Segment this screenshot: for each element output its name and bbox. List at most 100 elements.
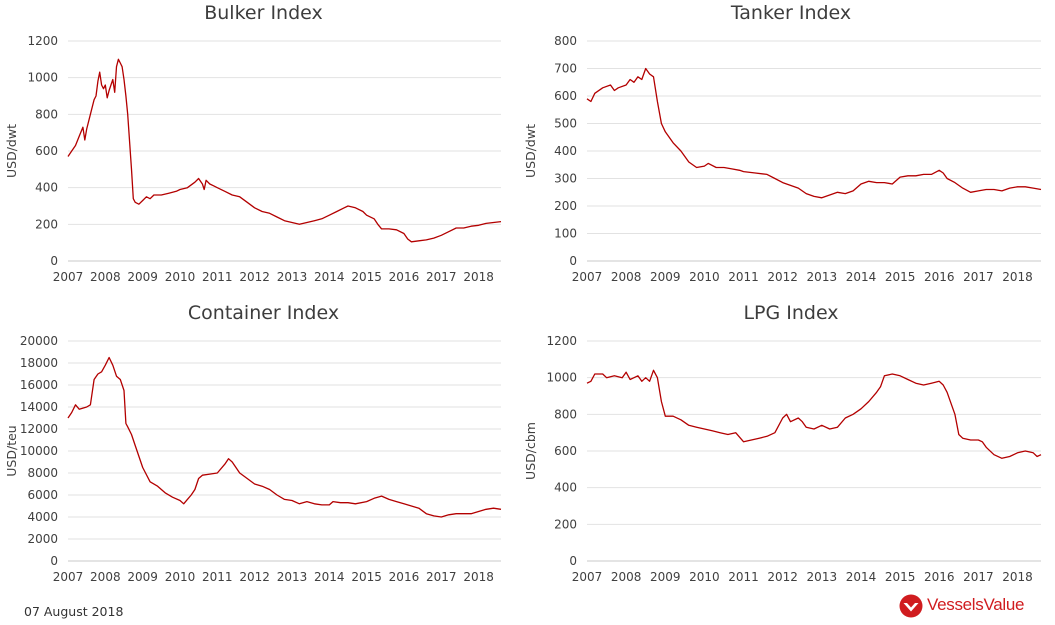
- x-tick-label: 2011: [202, 270, 233, 284]
- brand-logo: VesselsValue: [899, 591, 1044, 621]
- y-tick-label: 800: [554, 34, 577, 48]
- x-tick-label: 2007: [53, 570, 84, 584]
- x-tick-label: 2010: [689, 270, 720, 284]
- chart-svg-tanker: 0 100 200 300 400 500 600 700 800 2007 2008 2009 201…: [523, 34, 1042, 284]
- chart-panel-container: Container Index 0 2000 4000 6000 8000 10000 12…: [0, 300, 527, 600]
- y-tick-label: 400: [554, 144, 577, 158]
- chart-svg-bulker: 0 200 400 600 800 1000 1200 2007 2008 2009 2010 201…: [4, 34, 502, 284]
- y-axis-title: USD/cbm: [523, 422, 538, 480]
- y-tick-label: 300: [554, 172, 577, 186]
- x-tick-label: 2016: [389, 570, 420, 584]
- x-tick-label: 2007: [572, 270, 603, 284]
- x-tick-label: 2010: [689, 570, 720, 584]
- series-line: [586, 369, 1042, 459]
- x-tick-label: 2015: [885, 570, 916, 584]
- x-tick-label: 2013: [807, 570, 838, 584]
- x-tick-label: 2010: [165, 570, 196, 584]
- y-tick-label: 600: [554, 89, 577, 103]
- x-tick-label: 2007: [53, 270, 84, 284]
- y-tick-label: 800: [35, 107, 58, 121]
- y-tick-label: 16000: [20, 378, 58, 392]
- x-tick-label: 2009: [127, 570, 158, 584]
- x-tick-label: 2012: [767, 270, 798, 284]
- x-tick-label: 2017: [426, 270, 457, 284]
- y-tick-label: 700: [554, 62, 577, 76]
- y-tick-label: 400: [554, 481, 577, 495]
- y-tick-label: 500: [554, 117, 577, 131]
- chart-title: Container Index: [187, 302, 340, 324]
- x-tick-label: 2008: [90, 270, 121, 284]
- y-tick-label: 10000: [20, 444, 58, 458]
- x-tick-label: 2012: [239, 570, 270, 584]
- x-tick-label: 2008: [90, 570, 121, 584]
- x-tick-label: 2014: [314, 570, 345, 584]
- y-tick-label: 200: [554, 199, 577, 213]
- y-tick-label: 800: [554, 407, 577, 421]
- y-tick-label: 18000: [20, 356, 58, 370]
- x-tick-label: 2014: [314, 270, 345, 284]
- y-tick-label: 1200: [27, 34, 58, 48]
- x-tick-label: 2015: [351, 270, 382, 284]
- x-tick-label: 2016: [389, 270, 420, 284]
- chart-panel-bulker: Bulker Index 0 200 400 600 800 1000 1200 2007 20…: [0, 0, 527, 300]
- series-line: [586, 67, 1042, 199]
- chart-panel-lpg: LPG Index 0 200 400 600 800 1000 1200 2007 2008 2…: [523, 300, 1055, 600]
- y-tick-label: 1000: [27, 71, 58, 85]
- y-tick-label: 0: [569, 554, 577, 568]
- x-tick-label: 2017: [963, 270, 994, 284]
- x-tick-label: 2012: [767, 570, 798, 584]
- x-tick-label: 2014: [846, 570, 877, 584]
- x-tick-label: 2015: [885, 270, 916, 284]
- x-tick-label: 2009: [127, 270, 158, 284]
- x-tick-label: 2012: [239, 270, 270, 284]
- y-tick-label: 2000: [27, 532, 58, 546]
- x-tick-label: 2011: [728, 270, 759, 284]
- y-tick-label: 6000: [27, 488, 58, 502]
- chart-title: Tanker Index: [730, 2, 852, 24]
- y-tick-label: 12000: [20, 422, 58, 436]
- x-tick-label: 2009: [650, 570, 681, 584]
- y-axis-title: USD/dwt: [523, 124, 538, 178]
- chart-svg-container: 0 2000 4000 6000 8000 10000 12000 14000 16000 180…: [4, 334, 502, 584]
- x-tick-label: 2010: [165, 270, 196, 284]
- x-tick-label: 2017: [426, 570, 457, 584]
- series-line: [67, 58, 502, 243]
- y-tick-label: 4000: [27, 510, 58, 524]
- x-tick-label: 2011: [202, 570, 233, 584]
- y-tick-label: 200: [554, 517, 577, 531]
- x-tick-label: 2013: [807, 270, 838, 284]
- y-tick-label: 0: [50, 554, 58, 568]
- y-tick-label: 0: [50, 254, 58, 268]
- x-tick-label: 2018: [463, 570, 494, 584]
- chart-panel-tanker: Tanker Index 0 100 200 300 400 500 600 700 800 20…: [523, 0, 1055, 300]
- y-tick-label: 14000: [20, 400, 58, 414]
- chart-title: Bulker Index: [204, 2, 323, 24]
- y-tick-label: 0: [569, 254, 577, 268]
- x-tick-label: 2008: [611, 570, 642, 584]
- x-tick-label: 2016: [924, 570, 955, 584]
- y-tick-label: 20000: [20, 334, 58, 348]
- x-tick-label: 2008: [611, 270, 642, 284]
- vesselsvalue-logo-icon: [899, 594, 923, 618]
- x-tick-label: 2007: [572, 570, 603, 584]
- x-tick-label: 2018: [463, 270, 494, 284]
- x-tick-label: 2018: [1002, 570, 1033, 584]
- x-tick-label: 2013: [277, 570, 308, 584]
- report-date: 07 August 2018: [24, 604, 124, 619]
- x-tick-label: 2013: [277, 270, 308, 284]
- x-tick-label: 2009: [650, 270, 681, 284]
- brand-name: VesselsValue: [927, 595, 1025, 614]
- x-tick-label: 2017: [963, 570, 994, 584]
- y-axis-title: USD/dwt: [4, 124, 19, 178]
- x-tick-label: 2015: [351, 570, 382, 584]
- x-tick-label: 2016: [924, 270, 955, 284]
- series-line: [67, 356, 502, 518]
- y-tick-label: 600: [554, 444, 577, 458]
- y-tick-label: 8000: [27, 466, 58, 480]
- y-tick-label: 400: [35, 181, 58, 195]
- y-tick-label: 100: [554, 227, 577, 241]
- y-tick-label: 200: [35, 217, 58, 231]
- y-tick-label: 1200: [546, 334, 577, 348]
- chart-title: LPG Index: [743, 302, 839, 324]
- x-tick-label: 2018: [1002, 270, 1033, 284]
